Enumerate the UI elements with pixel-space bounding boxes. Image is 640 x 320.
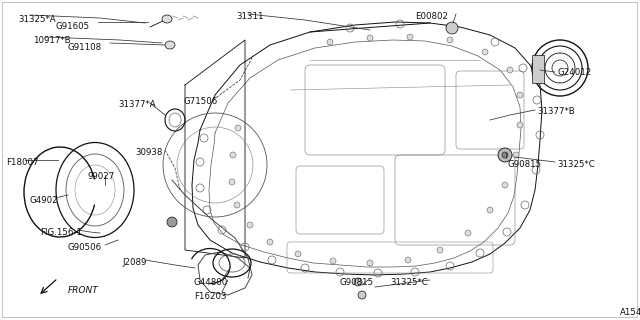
Circle shape [465,230,471,236]
Circle shape [517,92,523,98]
Bar [532,55,544,83]
Ellipse shape [165,41,175,49]
Circle shape [437,247,443,253]
Circle shape [230,152,236,158]
Circle shape [502,182,508,188]
Circle shape [407,34,413,40]
Circle shape [367,260,373,266]
Text: J2089: J2089 [122,258,147,267]
Text: E00802: E00802 [415,12,448,21]
Circle shape [235,125,241,131]
Text: 31377*A: 31377*A [118,100,156,109]
Text: 10917*B: 10917*B [33,36,70,45]
Text: FIG.156-1: FIG.156-1 [40,228,82,237]
Text: G91108: G91108 [68,43,102,52]
Circle shape [358,291,366,299]
Text: 31325*C: 31325*C [557,160,595,169]
Circle shape [447,37,453,43]
Circle shape [267,239,273,245]
Circle shape [330,258,336,264]
Circle shape [167,217,177,227]
Circle shape [327,39,333,45]
Text: G4902: G4902 [30,196,59,205]
Text: 31311: 31311 [236,12,264,21]
Text: 31325*A: 31325*A [18,15,56,24]
Ellipse shape [162,15,172,23]
Text: 30938: 30938 [135,148,163,157]
Text: G44800: G44800 [194,278,228,287]
Circle shape [507,67,513,73]
Text: G24012: G24012 [558,68,592,77]
Circle shape [498,148,512,162]
Text: G90506: G90506 [67,243,101,252]
Text: 31377*B: 31377*B [537,107,575,116]
Circle shape [502,152,508,158]
Circle shape [247,222,253,228]
Text: G91605: G91605 [55,22,89,31]
Text: 31325*C: 31325*C [390,278,428,287]
Circle shape [295,251,301,257]
Text: G71506: G71506 [183,97,217,106]
Text: F18007: F18007 [6,158,38,167]
Circle shape [405,257,411,263]
Circle shape [446,22,458,34]
Circle shape [513,152,519,158]
Text: G90815: G90815 [508,160,542,169]
Text: 99027: 99027 [88,172,115,181]
Text: F16203: F16203 [194,292,227,301]
Circle shape [234,202,240,208]
Circle shape [487,207,493,213]
Circle shape [367,35,373,41]
Circle shape [517,122,523,128]
Text: A154001651: A154001651 [620,308,640,317]
Circle shape [482,49,488,55]
Text: G90815: G90815 [340,278,374,287]
Text: FRONT: FRONT [68,286,99,295]
Circle shape [354,278,362,286]
Circle shape [229,179,235,185]
